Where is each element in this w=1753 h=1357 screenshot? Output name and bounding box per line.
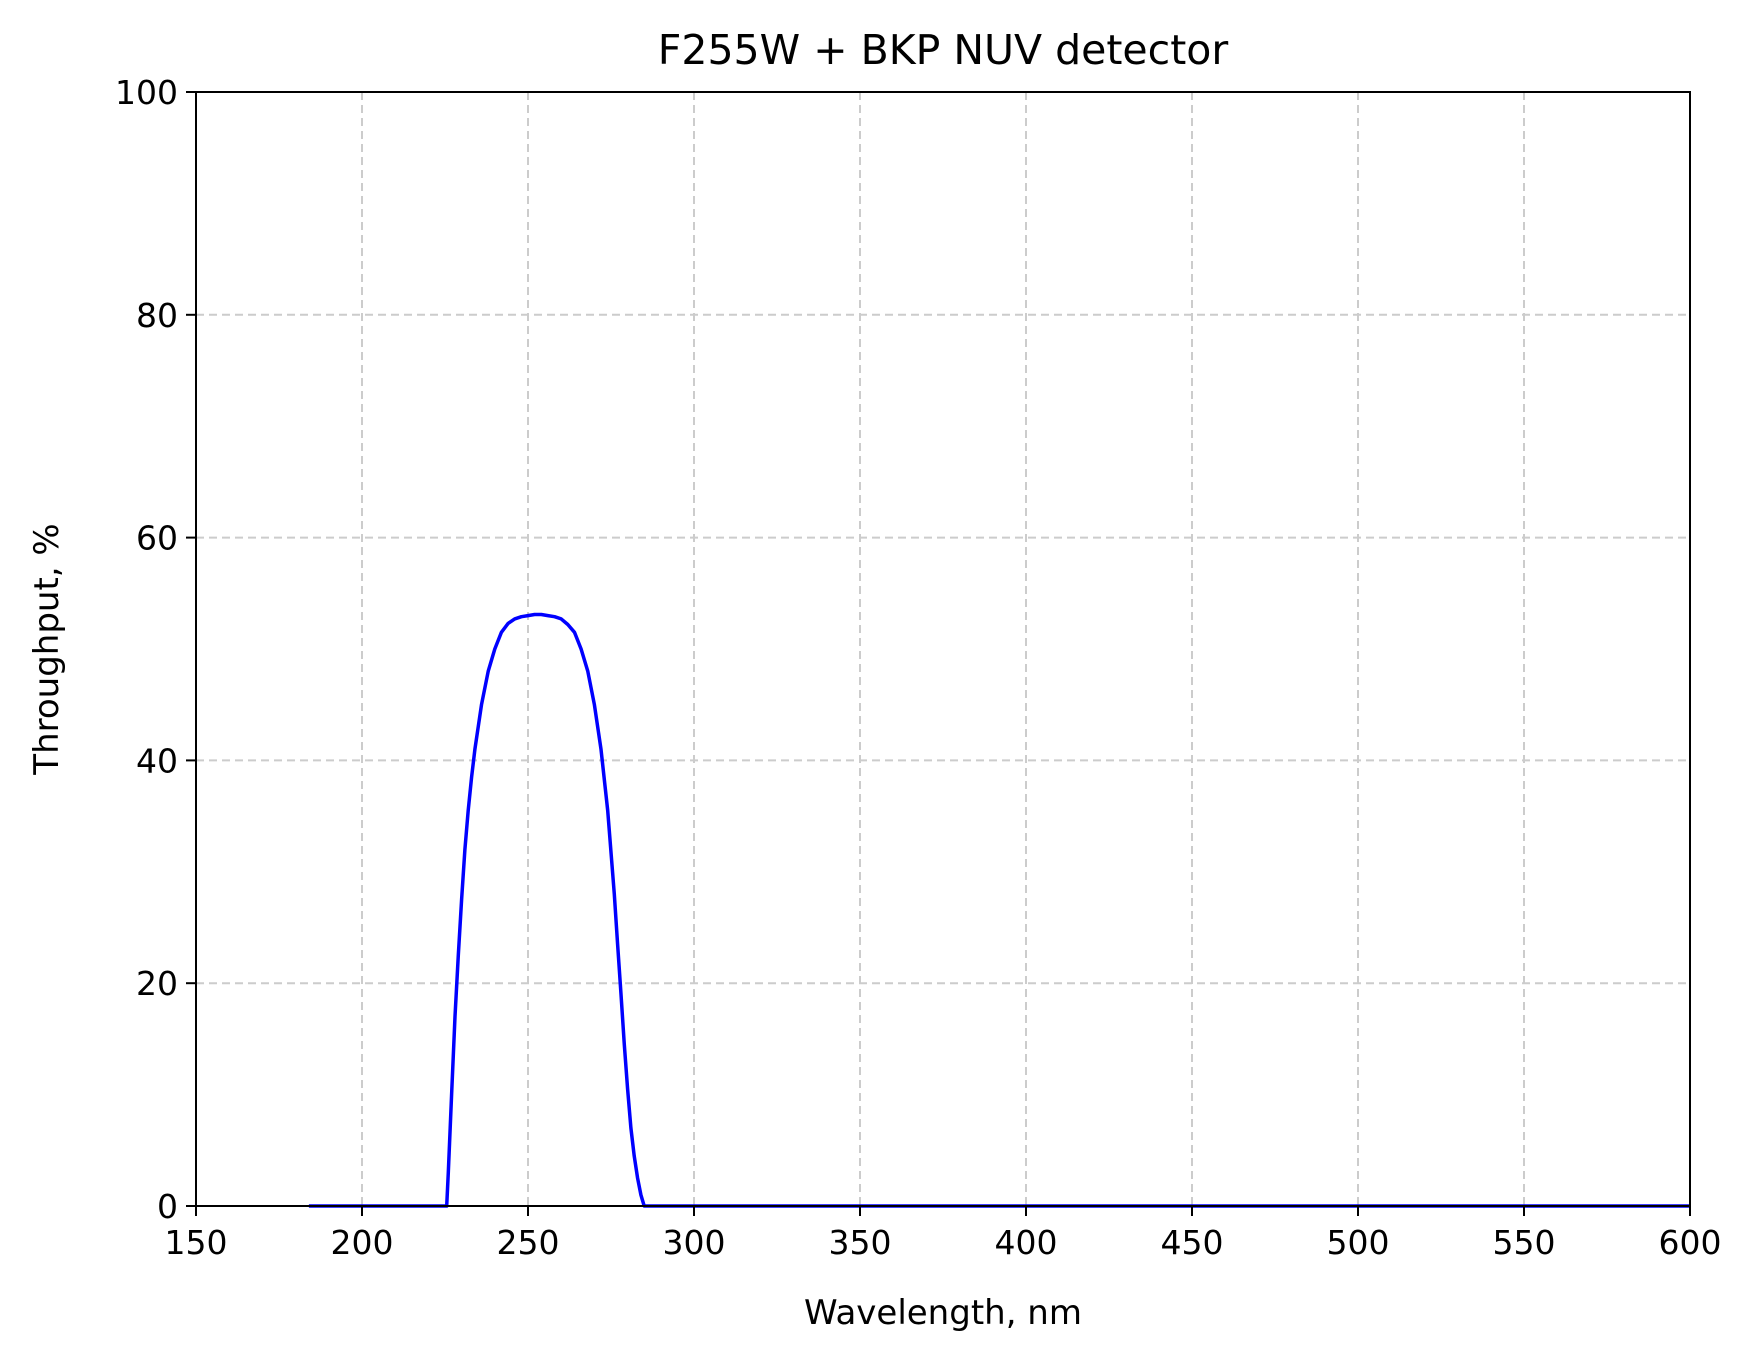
y-tick-label: 100 xyxy=(115,73,178,112)
x-tick-label: 350 xyxy=(829,1223,892,1262)
y-tick-label: 80 xyxy=(136,296,178,335)
x-tick-label: 450 xyxy=(1161,1223,1224,1262)
y-tick-label: 0 xyxy=(157,1187,178,1226)
series-layer xyxy=(308,612,1690,1208)
y-tick-label: 40 xyxy=(136,741,178,780)
chart-title: F255W + BKP NUV detector xyxy=(658,26,1229,74)
x-tick-label: 300 xyxy=(663,1223,726,1262)
x-tick-label: 200 xyxy=(331,1223,394,1262)
grid-lines xyxy=(196,92,1690,1206)
y-axis-ticks: 0 20 40 60 80 100 xyxy=(115,73,196,1226)
x-axis-ticks: 150 200 250 300 350 400 450 500 550 600 xyxy=(165,1206,1722,1262)
x-tick-label: 600 xyxy=(1659,1223,1722,1262)
y-tick-label: 20 xyxy=(136,964,178,1003)
x-tick-label: 550 xyxy=(1493,1223,1556,1262)
x-tick-label: 400 xyxy=(995,1223,1058,1262)
y-axis-title: Throughput, % xyxy=(27,523,67,775)
x-tick-label: 150 xyxy=(165,1223,228,1262)
plot-area-frame xyxy=(195,91,1691,1207)
x-tick-label: 250 xyxy=(497,1223,560,1262)
y-tick-label: 60 xyxy=(136,519,178,558)
x-tick-label: 500 xyxy=(1327,1223,1390,1262)
throughput-series-line xyxy=(308,612,1690,1208)
x-axis-title: Wavelength, nm xyxy=(804,1293,1082,1333)
